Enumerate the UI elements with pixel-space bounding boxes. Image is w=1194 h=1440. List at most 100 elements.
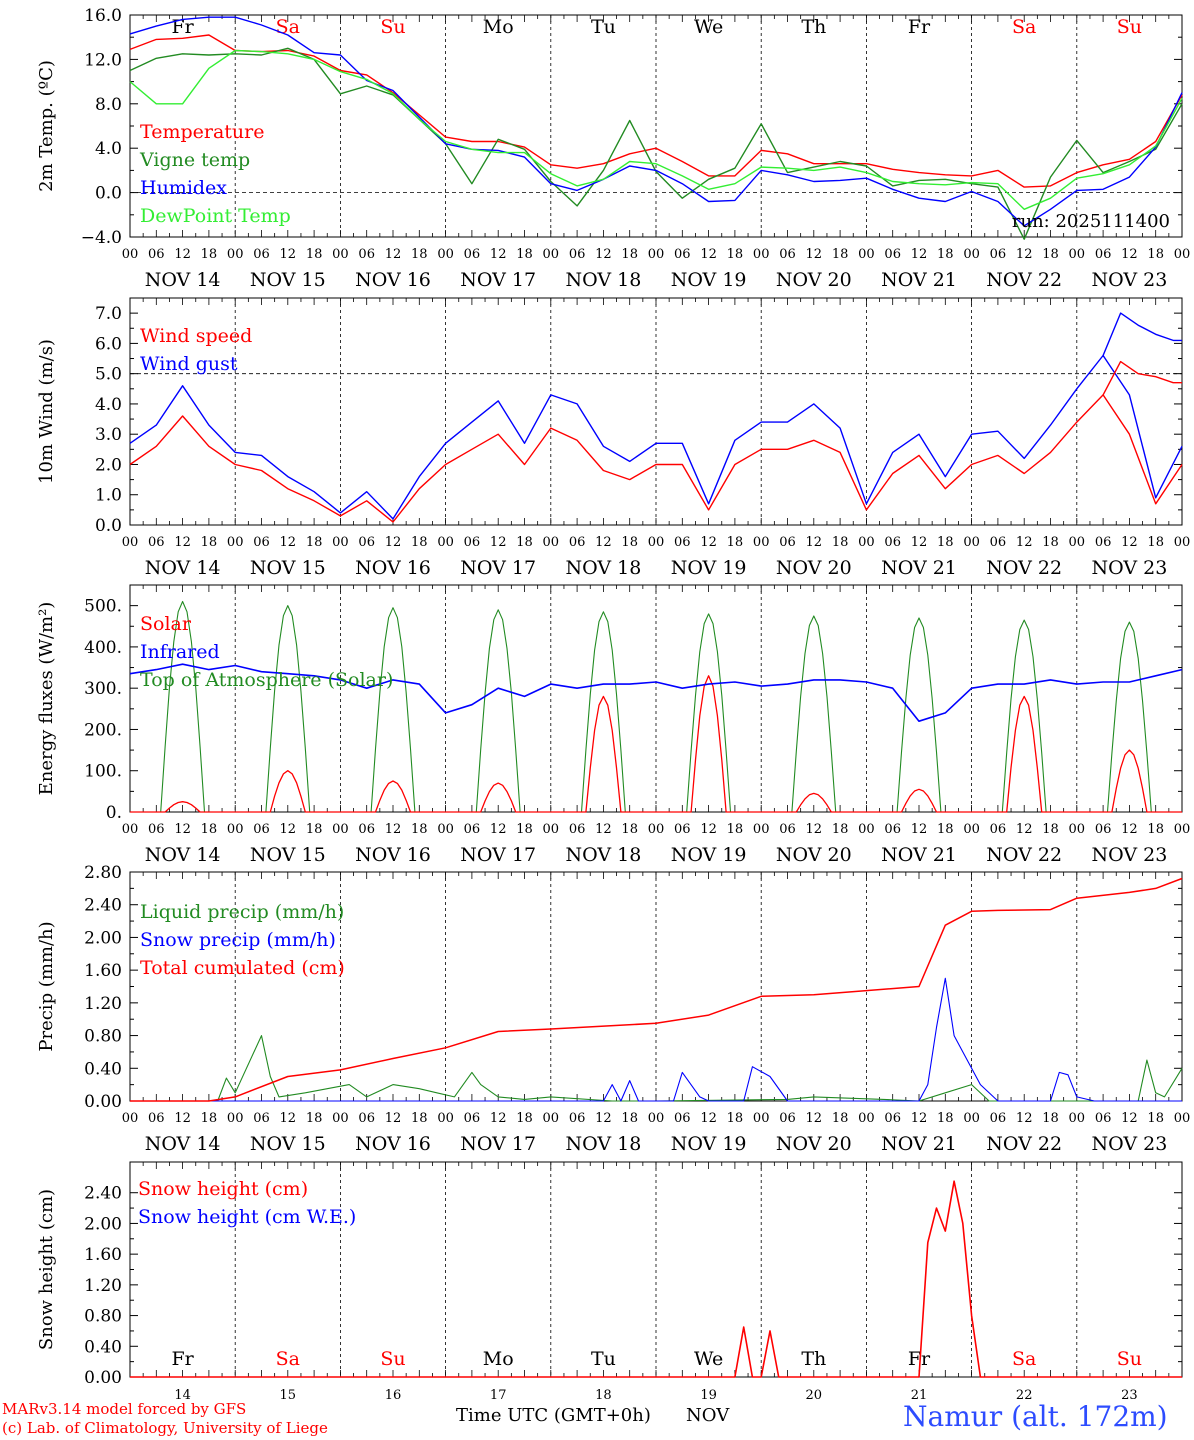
hour-tick-label: 06 — [358, 1111, 375, 1126]
date-label: NOV 21 — [881, 1133, 957, 1155]
legend-label: Total cumulated (cm) — [140, 957, 345, 979]
day-name-label: We — [694, 16, 723, 38]
hour-tick-label: 00 — [648, 822, 665, 837]
hour-tick-label: 06 — [779, 822, 796, 837]
hour-tick-label: 12 — [806, 1111, 823, 1126]
series-line-toa-day-4 — [550, 611, 656, 813]
hour-tick-label: 12 — [1121, 1111, 1138, 1126]
hour-tick-label: 18 — [1147, 247, 1164, 262]
series-line-toa-day-7 — [866, 617, 972, 813]
date-label: NOV 17 — [460, 844, 536, 866]
date-label: NOV 15 — [250, 557, 326, 579]
date-label: NOV 18 — [565, 557, 641, 579]
date-label: NOV 19 — [671, 557, 747, 579]
hour-tick-label: 06 — [990, 822, 1007, 837]
date-label: NOV 15 — [250, 269, 326, 291]
hour-tick-label: 00 — [227, 247, 244, 262]
date-label: NOV 16 — [355, 269, 431, 291]
legend-label: Vigne temp — [139, 149, 250, 171]
hour-tick-label: 00 — [753, 535, 770, 550]
hour-tick-label: 00 — [1069, 1111, 1086, 1126]
hour-tick-label: 12 — [1121, 822, 1138, 837]
series-line-solar-day-2 — [340, 780, 446, 813]
y-tick-label: 4.0 — [95, 395, 122, 415]
day-number-label: 20 — [806, 1388, 823, 1403]
hour-tick-label: 18 — [1042, 535, 1059, 550]
hour-tick-label: 06 — [884, 822, 901, 837]
legend-label: Snow height (cm W.E.) — [138, 1206, 356, 1228]
y-tick-label: 1.20 — [84, 1276, 122, 1296]
legend-label: Wind speed — [140, 325, 252, 347]
y-tick-label: 100. — [84, 762, 122, 782]
hour-tick-label: 00 — [753, 822, 770, 837]
y-tick-label: 2.0 — [95, 455, 122, 475]
y-tick-label: 2.80 — [84, 863, 122, 883]
hour-tick-label: 12 — [1121, 535, 1138, 550]
y-axis-label: 2m Temp. (ºC) — [36, 60, 57, 192]
day-number-label: 14 — [174, 1388, 191, 1403]
hour-tick-label: 18 — [201, 1111, 218, 1126]
hour-tick-label: 12 — [806, 247, 823, 262]
y-tick-label: 500. — [84, 597, 122, 617]
day-number-label: 23 — [1121, 1388, 1138, 1403]
series-line-solar-day-3 — [445, 782, 551, 813]
hour-tick-label: 12 — [700, 535, 717, 550]
hour-tick-label: 06 — [464, 247, 481, 262]
hour-tick-label: 00 — [332, 1111, 349, 1126]
series-line-infrared — [129, 663, 1183, 723]
hour-tick-label: 18 — [621, 1111, 638, 1126]
hour-tick-label: 06 — [674, 1111, 691, 1126]
hour-tick-label: 00 — [437, 535, 454, 550]
y-tick-label: 2.00 — [84, 928, 122, 948]
hour-tick-label: 12 — [385, 1111, 402, 1126]
hour-tick-label: 18 — [201, 247, 218, 262]
y-tick-label: 400. — [84, 638, 122, 658]
hour-tick-label: 18 — [1042, 247, 1059, 262]
hour-tick-label: 00 — [437, 247, 454, 262]
hour-tick-label: 06 — [464, 535, 481, 550]
date-label: NOV 22 — [986, 844, 1062, 866]
day-name-label: Fr — [171, 16, 194, 38]
y-tick-label: 0. — [106, 803, 122, 823]
hour-tick-label: 12 — [280, 535, 297, 550]
day-number-label: 18 — [595, 1388, 612, 1403]
legend-label: Liquid precip (mm/h) — [140, 901, 344, 923]
hour-tick-label: 12 — [490, 247, 507, 262]
hour-tick-label: 18 — [621, 822, 638, 837]
hour-tick-label: 18 — [937, 247, 954, 262]
date-label: NOV 21 — [881, 269, 957, 291]
hour-tick-label: 00 — [122, 1111, 139, 1126]
series-line-humidex — [129, 16, 1183, 227]
hour-tick-label: 00 — [1069, 822, 1086, 837]
hour-tick-label: 00 — [543, 822, 560, 837]
y-tick-label: 300. — [84, 679, 122, 699]
hour-tick-label: 06 — [779, 247, 796, 262]
date-label: NOV 16 — [355, 1133, 431, 1155]
series-line-toa-day-6 — [761, 615, 867, 813]
hour-tick-label: 06 — [884, 535, 901, 550]
y-tick-label: 0.00 — [84, 1368, 122, 1388]
hour-tick-label: 00 — [858, 1111, 875, 1126]
y-tick-label: 0.80 — [84, 1307, 122, 1327]
hour-tick-label: 18 — [937, 1111, 954, 1126]
hour-tick-label: 18 — [411, 822, 428, 837]
y-tick-label: 1.60 — [84, 961, 122, 981]
series-line-toa-day-1 — [235, 605, 341, 813]
legend-label: Solar — [140, 613, 192, 635]
hour-tick-label: 12 — [595, 535, 612, 550]
hour-tick-label: 12 — [911, 822, 928, 837]
hour-tick-label: 18 — [201, 822, 218, 837]
y-tick-label: −4.0 — [81, 228, 122, 248]
hour-tick-label: 12 — [385, 822, 402, 837]
y-tick-label: 200. — [84, 720, 122, 740]
day-number-label: 15 — [280, 1388, 297, 1403]
day-name-label: Su — [1117, 16, 1142, 38]
hour-tick-label: 06 — [148, 247, 165, 262]
hour-tick-label: 00 — [1069, 247, 1086, 262]
date-label: NOV 22 — [986, 1133, 1062, 1155]
hour-tick-label: 00 — [648, 1111, 665, 1126]
hour-tick-label: 12 — [700, 247, 717, 262]
hour-tick-label: 18 — [1042, 1111, 1059, 1126]
hour-tick-label: 06 — [990, 1111, 1007, 1126]
hour-tick-label: 06 — [148, 1111, 165, 1126]
